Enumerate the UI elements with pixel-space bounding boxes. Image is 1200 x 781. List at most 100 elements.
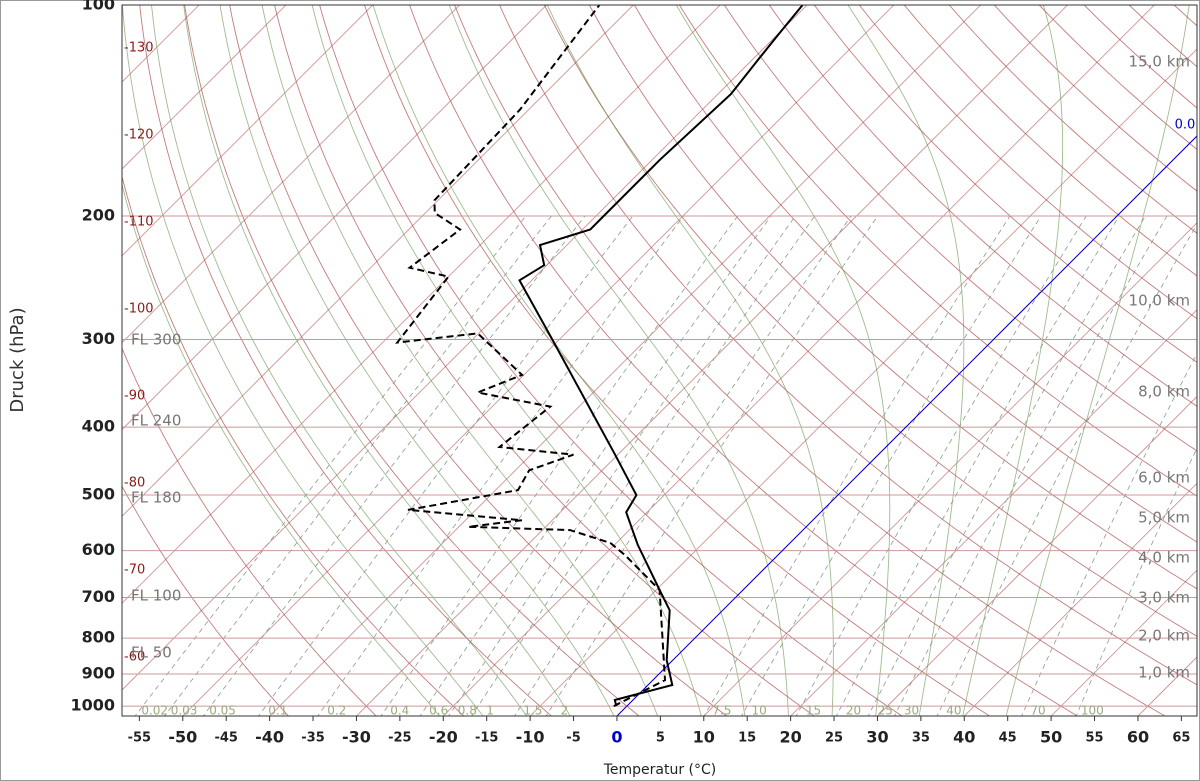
isotherm bbox=[122, 5, 721, 604]
dry-adiabat bbox=[723, 5, 1197, 452]
isotherm bbox=[1050, 569, 1197, 716]
isotherm bbox=[269, 5, 982, 716]
x-tick-label: -35 bbox=[301, 731, 325, 746]
moist-adiabat bbox=[962, 5, 1064, 716]
moist-adiabat bbox=[1005, 5, 1190, 716]
altitude-label: 15,0 km bbox=[1129, 53, 1190, 71]
x-tick-label: 65 bbox=[1172, 731, 1190, 746]
mixing-ratio-label: 70 bbox=[1030, 704, 1045, 718]
x-tick-label: 25 bbox=[825, 731, 843, 746]
isotherm bbox=[963, 482, 1197, 716]
altitude-label: 2,0 km bbox=[1138, 627, 1190, 645]
mixing-ratio-line bbox=[448, 215, 796, 716]
x-tick-label: -10 bbox=[516, 728, 545, 747]
dry-adiabat bbox=[409, 5, 1079, 716]
profile-line bbox=[395, 5, 667, 707]
dry-adiabat bbox=[274, 5, 816, 716]
y-tick-label: 1000 bbox=[70, 696, 115, 715]
x-tick-label: 40 bbox=[953, 728, 975, 747]
mixing-ratio-label: 20 bbox=[846, 704, 861, 718]
moist-adiabat bbox=[261, 5, 659, 716]
y-tick-label: 900 bbox=[82, 664, 115, 683]
x-tick-label: 60 bbox=[1127, 728, 1149, 747]
left-label: -90 bbox=[124, 389, 145, 404]
isotherm bbox=[790, 309, 1197, 716]
dry-adiabat bbox=[543, 5, 1197, 637]
mixing-ratio-label: 10 bbox=[751, 704, 766, 718]
altitude-label: 10,0 km bbox=[1129, 292, 1190, 310]
plot-border bbox=[121, 4, 1198, 717]
profile-line bbox=[518, 5, 804, 707]
mixing-ratio-label: 100 bbox=[1081, 704, 1104, 718]
flight-level: FL 180 bbox=[131, 489, 181, 507]
x-tick-label: 0 bbox=[611, 728, 622, 747]
dry-adiabat bbox=[122, 485, 290, 716]
isotherm bbox=[182, 5, 895, 716]
y-tick-label: 300 bbox=[82, 329, 115, 348]
mixing-ratio-label: 0.6 bbox=[429, 704, 448, 718]
dry-adiabat bbox=[813, 5, 1197, 363]
x-tick-label: 15 bbox=[738, 731, 756, 746]
left-label: -130 bbox=[124, 41, 154, 56]
mixing-ratio-label: 0.05 bbox=[209, 704, 236, 718]
isotherm-label: 0.0 bbox=[1175, 118, 1196, 133]
isotherm bbox=[122, 5, 461, 344]
x-tick-label: 20 bbox=[779, 728, 801, 747]
dry-adiabat bbox=[364, 5, 991, 716]
mixing-ratio-label: 1 bbox=[486, 704, 494, 718]
mixing-ratio-label: 2 bbox=[560, 704, 568, 718]
mixing-ratio-label: 0.4 bbox=[390, 704, 409, 718]
mixing-ratio-label: 15 bbox=[806, 704, 821, 718]
y-tick-label: 400 bbox=[82, 417, 115, 436]
x-tick-label: -30 bbox=[342, 728, 371, 747]
dry-adiabat bbox=[633, 5, 1197, 543]
moist-adiabat bbox=[847, 5, 965, 716]
isotherm bbox=[122, 5, 808, 691]
isotherm bbox=[876, 395, 1197, 716]
x-tick-label: -50 bbox=[168, 728, 197, 747]
isotherm bbox=[122, 5, 374, 257]
left-label: -70 bbox=[124, 563, 145, 578]
left-label: -110 bbox=[124, 215, 154, 230]
x-tick-label: -45 bbox=[214, 731, 238, 746]
flight-level: FL 300 bbox=[131, 331, 181, 349]
isotherm bbox=[122, 5, 287, 170]
x-tick-label: 30 bbox=[866, 728, 888, 747]
x-tick-label: -15 bbox=[475, 731, 499, 746]
profiles bbox=[395, 5, 804, 707]
x-tick-label: -5 bbox=[566, 731, 580, 746]
moist-adiabat bbox=[122, 5, 484, 716]
dry-adiabat bbox=[122, 347, 377, 716]
background-lines bbox=[122, 5, 1197, 716]
highlight-isotherm bbox=[616, 135, 1197, 716]
x-tick-label: 35 bbox=[912, 731, 930, 746]
isotherm bbox=[442, 5, 1155, 716]
moist-adiabat bbox=[311, 5, 702, 716]
moist-adiabat bbox=[546, 5, 834, 716]
dry-adiabat bbox=[678, 5, 1197, 497]
mixing-ratio-label: 0.2 bbox=[327, 704, 346, 718]
altitude-label: 4,0 km bbox=[1138, 549, 1190, 567]
y-axis-label: Druck (hPa) bbox=[7, 307, 28, 412]
left-label: -60 bbox=[124, 650, 145, 665]
mixing-ratio-label: 0.8 bbox=[458, 704, 477, 718]
y-tick-label: 600 bbox=[82, 540, 115, 559]
x-tick-label: -40 bbox=[255, 728, 284, 747]
moist-adiabat bbox=[219, 5, 615, 716]
isotherm bbox=[703, 222, 1197, 716]
moist-adiabat bbox=[372, 5, 746, 716]
mixing-ratio-label: 25 bbox=[878, 704, 893, 718]
x-tick-label: 50 bbox=[1040, 728, 1062, 747]
mixing-ratio-label: 30 bbox=[904, 704, 919, 718]
x-tick-label: -25 bbox=[388, 731, 412, 746]
y-tick-label: 200 bbox=[82, 206, 115, 225]
isotherm bbox=[529, 48, 1197, 716]
dry-adiabat bbox=[588, 5, 1197, 590]
moist-adiabat bbox=[448, 5, 789, 716]
dry-adiabat bbox=[454, 5, 1166, 716]
altitude-label: 8,0 km bbox=[1138, 383, 1190, 401]
isotherm bbox=[122, 5, 634, 517]
y-tick-label: 500 bbox=[82, 485, 115, 504]
mixing-ratio-label: 7.5 bbox=[712, 704, 731, 718]
mixing-ratio-label: 1.5 bbox=[523, 704, 542, 718]
